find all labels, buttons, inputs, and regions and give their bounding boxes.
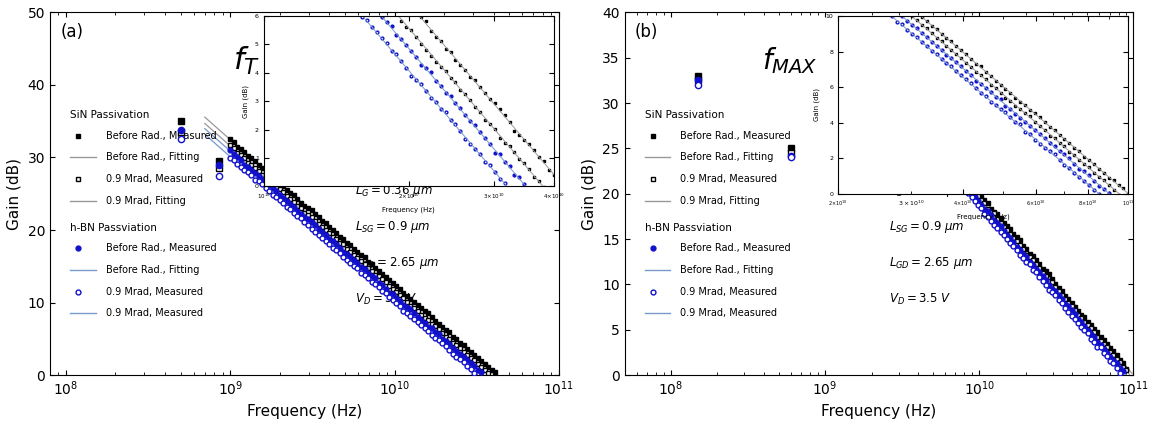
Text: Before Rad., Measured: Before Rad., Measured: [106, 243, 216, 253]
Text: $L_G = 0.36\ \mu m$: $L_G = 0.36\ \mu m$: [355, 183, 434, 199]
Text: $f_T$: $f_T$: [234, 45, 260, 77]
Text: Before Rad., Measured: Before Rad., Measured: [681, 243, 791, 253]
Text: $L_G = 0.36\ \mu m$: $L_G = 0.36\ \mu m$: [889, 183, 966, 199]
Text: Before Rad., Fitting: Before Rad., Fitting: [681, 153, 773, 162]
Text: 0.9 Mrad, Measured: 0.9 Mrad, Measured: [681, 308, 778, 318]
Text: Before Rad., Fitting: Before Rad., Fitting: [106, 153, 199, 162]
Text: SiN Passivation: SiN Passivation: [645, 110, 725, 120]
Text: Before Rad., Fitting: Before Rad., Fitting: [106, 265, 199, 275]
Text: Before Rad., Measured: Before Rad., Measured: [681, 131, 791, 141]
X-axis label: Frequency (Hz): Frequency (Hz): [247, 404, 362, 419]
Text: Before Rad., Fitting: Before Rad., Fitting: [681, 265, 773, 275]
Text: Before Rad., Measured: Before Rad., Measured: [106, 131, 216, 141]
Text: 0.9 Mrad, Fitting: 0.9 Mrad, Fitting: [106, 196, 186, 206]
Text: $V_D = 3.5\ V$: $V_D = 3.5\ V$: [889, 292, 951, 307]
Text: 0.9 Mrad, Measured: 0.9 Mrad, Measured: [681, 287, 778, 296]
Text: $L_{SG} = 0.9\ \mu m$: $L_{SG} = 0.9\ \mu m$: [889, 219, 965, 235]
Text: $f_{MAX}$: $f_{MAX}$: [762, 45, 817, 76]
Text: 0.9 Mrad, Measured: 0.9 Mrad, Measured: [681, 174, 778, 184]
Text: 0.9 Mrad, Measured: 0.9 Mrad, Measured: [106, 308, 203, 318]
Text: $L_{GD} = 2.65\ \mu m$: $L_{GD} = 2.65\ \mu m$: [889, 255, 973, 271]
Text: $L_{SG} = 0.9\ \mu m$: $L_{SG} = 0.9\ \mu m$: [355, 219, 431, 235]
Text: (b): (b): [635, 23, 658, 41]
Text: h-BN Passviation: h-BN Passviation: [71, 223, 157, 233]
Text: h-BN Passviation: h-BN Passviation: [645, 223, 732, 233]
Text: $V_D = 3.5\ V$: $V_D = 3.5\ V$: [355, 292, 417, 307]
Text: $L_{GD} = 2.65\ \mu m$: $L_{GD} = 2.65\ \mu m$: [355, 255, 439, 271]
Text: (a): (a): [60, 23, 83, 41]
Y-axis label: Gain (dB): Gain (dB): [7, 158, 22, 230]
Text: 0.9 Mrad, Fitting: 0.9 Mrad, Fitting: [681, 196, 761, 206]
Text: 0.9 Mrad, Measured: 0.9 Mrad, Measured: [106, 287, 203, 296]
X-axis label: Frequency (Hz): Frequency (Hz): [822, 404, 936, 419]
Text: 0.9 Mrad, Measured: 0.9 Mrad, Measured: [106, 174, 203, 184]
Text: SiN Passivation: SiN Passivation: [71, 110, 150, 120]
Y-axis label: Gain (dB): Gain (dB): [581, 158, 596, 230]
